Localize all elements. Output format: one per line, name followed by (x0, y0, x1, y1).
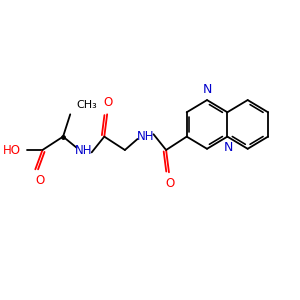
Text: CH₃: CH₃ (76, 100, 97, 110)
Text: O: O (103, 96, 112, 109)
Text: N: N (202, 82, 212, 96)
Text: HO: HO (3, 143, 21, 157)
Text: NH: NH (137, 130, 154, 143)
Text: NH: NH (75, 143, 92, 157)
Text: O: O (36, 174, 45, 187)
Text: O: O (165, 177, 174, 190)
Text: N: N (224, 141, 233, 154)
